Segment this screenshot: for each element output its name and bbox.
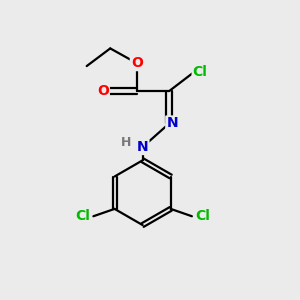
Text: O: O [97,84,109,98]
Text: N: N [166,116,178,130]
Text: Cl: Cl [193,65,208,79]
Text: H: H [121,136,132,149]
Text: Cl: Cl [76,209,91,223]
Text: O: O [131,56,143,70]
Text: N: N [137,140,148,154]
Text: Cl: Cl [195,209,210,223]
